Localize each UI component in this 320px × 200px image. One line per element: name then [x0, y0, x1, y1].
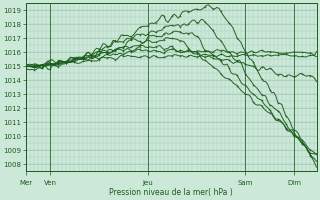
X-axis label: Pression niveau de la mer( hPa ): Pression niveau de la mer( hPa ) — [109, 188, 233, 197]
